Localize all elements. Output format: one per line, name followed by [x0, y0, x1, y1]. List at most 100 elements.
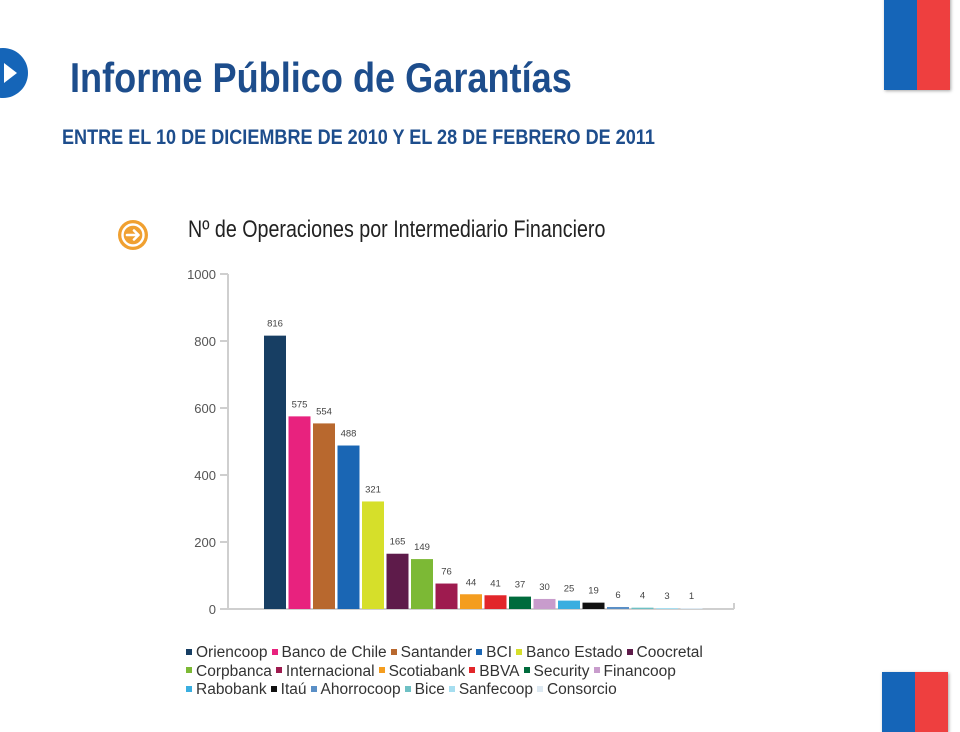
- legend-label: Banco de Chile: [281, 644, 387, 661]
- bar-oriencoop: [264, 335, 286, 609]
- legend-swatch: [186, 685, 192, 692]
- legend-label: Scotiabank: [388, 662, 466, 680]
- y-tick-label: 600: [194, 401, 216, 416]
- legend-label: BBVA: [479, 662, 520, 680]
- legend-swatch: [476, 648, 483, 655]
- legend-item: BCI: [476, 644, 512, 663]
- bar-value-label: 6: [615, 590, 620, 601]
- legend-swatch: [310, 685, 317, 692]
- legend-item: Ahorrocoop: [310, 681, 401, 700]
- legend-swatch: [404, 685, 411, 692]
- chart-legend: Oriencoop Banco de Chile Santander BCI Banco…: [186, 644, 726, 700]
- legend-swatch: [593, 667, 600, 674]
- legend-item: Scotiabank: [378, 662, 466, 682]
- bar-value-label: 575: [292, 399, 308, 410]
- legend-row: Corpbanca Internacional Scotiabank BBVA Secu…: [186, 663, 726, 682]
- legend-label: Sanfecoop: [458, 681, 533, 698]
- legend-swatch: [516, 648, 523, 655]
- legend-label: Internacional: [285, 662, 375, 680]
- y-tick-label: 800: [194, 334, 216, 349]
- bar-value-label: 554: [316, 406, 332, 417]
- chile-flag-top: [884, 0, 950, 90]
- y-tick-label: 0: [209, 602, 216, 617]
- legend-label: Bice: [414, 681, 445, 698]
- legend-label: Consorcio: [546, 681, 617, 698]
- bar-security: [509, 596, 531, 609]
- bar-bbva: [484, 595, 507, 609]
- bar-value-label: 30: [539, 582, 550, 593]
- bar-value-label: 149: [414, 542, 430, 553]
- bar-value-label: 1: [689, 591, 694, 602]
- legend-item: Internacional: [275, 662, 375, 682]
- bar-santander: [313, 423, 335, 609]
- bar-coocretal: [386, 553, 409, 609]
- legend-item: Banco de Chile: [271, 644, 387, 663]
- bar-sanfecoop: [656, 607, 678, 609]
- legend-item: Oriencoop: [186, 644, 268, 663]
- bar-corpbanca: [411, 559, 433, 609]
- bar-value-label: 816: [267, 319, 283, 330]
- legend-item: Bice: [404, 681, 445, 700]
- legend-label: Santander: [400, 644, 473, 661]
- legend-swatch: [270, 685, 277, 692]
- legend-swatch: [536, 685, 543, 692]
- legend-label: BCI: [486, 644, 513, 661]
- bar-bci: [337, 445, 360, 609]
- legend-label: Security: [533, 662, 590, 680]
- bar-value-label: 41: [490, 578, 501, 589]
- bar-value-label: 76: [441, 567, 452, 578]
- legend-row: Oriencoop Banco de Chile Santander BCI Banco…: [186, 644, 726, 663]
- legend-label: Itaú: [280, 681, 307, 698]
- page-subtitle: ENTRE EL 10 DE DICIEMBRE DE 2010 Y EL 28…: [62, 126, 655, 149]
- legend-swatch: [523, 667, 530, 674]
- legend-swatch: [448, 685, 455, 692]
- bar-value-label: 19: [588, 586, 599, 597]
- bar-scotiabank: [460, 594, 482, 609]
- legend-label: Banco Estado: [526, 644, 623, 661]
- legend-item: BBVA: [469, 662, 520, 682]
- legend-item: Santander: [390, 644, 473, 663]
- bar-internacional: [435, 583, 458, 609]
- y-tick-label: 200: [194, 535, 216, 550]
- bar-value-label: 3: [664, 591, 669, 602]
- bar-bice: [631, 607, 654, 609]
- bar-rabobank: [558, 600, 580, 609]
- legend-swatch: [186, 667, 192, 674]
- legend-swatch: [186, 648, 192, 655]
- legend-item: Sanfecoop: [448, 681, 533, 700]
- arrow-right-circle-icon: [118, 220, 148, 250]
- legend-swatch: [275, 667, 282, 674]
- legend-swatch: [271, 648, 278, 655]
- legend-label: Rabobank: [196, 681, 267, 698]
- bar-banco-estado: [362, 501, 384, 609]
- bar-value-label: 44: [466, 577, 477, 588]
- legend-swatch: [390, 648, 397, 655]
- legend-label: Coocretal: [636, 644, 703, 661]
- chart-title: Nº de Operaciones por Intermediario Fina…: [188, 216, 606, 243]
- legend-item: Corpbanca: [186, 663, 272, 682]
- legend-swatch: [378, 667, 385, 674]
- legend-item: Security: [523, 662, 590, 682]
- legend-row: Rabobank Itaú Ahorrocoop Bice Sanfecoop Conso…: [186, 681, 726, 700]
- bar-itaú: [582, 602, 605, 609]
- legend-label: Oriencoop: [196, 644, 268, 661]
- legend-item: Rabobank: [186, 681, 267, 700]
- bar-value-label: 488: [341, 429, 357, 440]
- legend-label: Corpbanca: [196, 662, 272, 680]
- legend-label: Ahorrocoop: [320, 681, 401, 698]
- y-tick-label: 1000: [187, 267, 216, 282]
- bar-value-label: 321: [365, 484, 381, 495]
- legend-swatch: [626, 648, 633, 655]
- legend-item: Consorcio: [536, 681, 617, 700]
- bar-value-label: 37: [515, 580, 526, 591]
- legend-item: Itaú: [270, 681, 307, 700]
- legend-item: Financoop: [593, 662, 676, 682]
- bar-value-label: 25: [564, 584, 575, 595]
- bar-ahorrocoop: [607, 606, 629, 609]
- legend-label: Financoop: [603, 662, 676, 680]
- legend-item: Coocretal: [626, 644, 703, 663]
- bar-consorcio: [680, 608, 703, 609]
- bar-financoop: [533, 598, 556, 609]
- bar-banco-de-chile: [288, 416, 311, 609]
